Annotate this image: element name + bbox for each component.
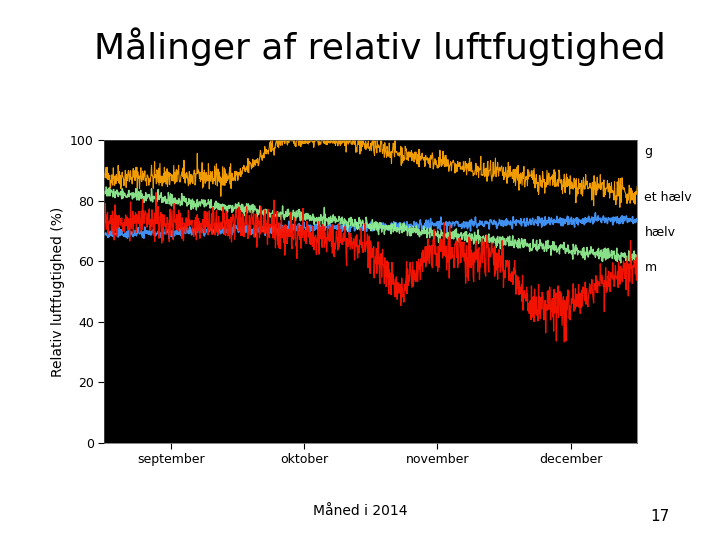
Text: hælv: hælv — [644, 226, 675, 239]
Text: Målinger af relativ luftfugtighed: Målinger af relativ luftfugtighed — [94, 27, 665, 66]
Text: m: m — [644, 261, 657, 274]
Text: g: g — [644, 145, 652, 158]
Text: Måned i 2014: Måned i 2014 — [312, 504, 408, 518]
Text: et hælv: et hælv — [644, 191, 692, 204]
Text: 17: 17 — [650, 509, 670, 524]
Y-axis label: Relativ luftfugtighed (%): Relativ luftfugtighed (%) — [50, 206, 65, 377]
